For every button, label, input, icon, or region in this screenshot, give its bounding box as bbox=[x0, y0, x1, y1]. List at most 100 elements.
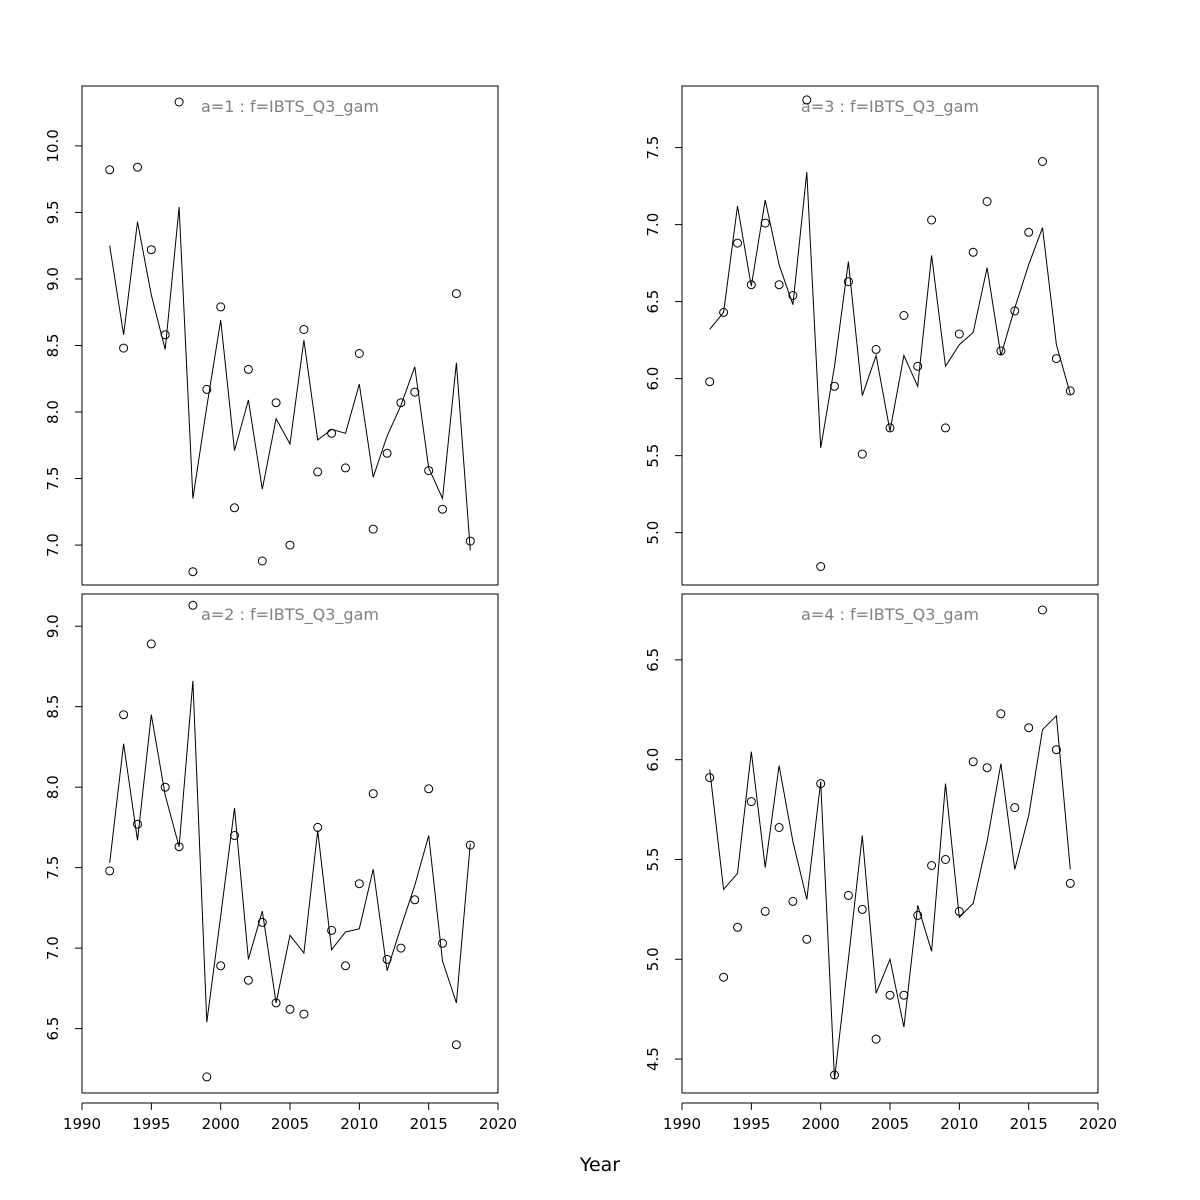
observation-point bbox=[830, 381, 839, 391]
observation-point bbox=[857, 904, 867, 914]
observation-point bbox=[299, 1009, 309, 1019]
observation-point bbox=[285, 540, 295, 550]
observation-point bbox=[913, 361, 923, 371]
panel-title: a=1 : f=IBTS_Q3_gam bbox=[201, 97, 379, 117]
observation-point bbox=[982, 763, 992, 773]
observation-point bbox=[368, 789, 378, 799]
x-axis-label: Year bbox=[579, 1154, 621, 1176]
observation-point bbox=[788, 896, 798, 906]
panel-title: a=3 : f=IBTS_Q3_gam bbox=[801, 97, 979, 117]
observation-point bbox=[271, 998, 281, 1008]
observation-point bbox=[802, 934, 812, 944]
observation-point bbox=[451, 289, 461, 299]
y-tick-label: 8.0 bbox=[44, 400, 62, 424]
x-tick-label: 2020 bbox=[479, 1115, 517, 1133]
observation-point bbox=[146, 639, 156, 649]
observation-point bbox=[341, 961, 350, 971]
observation-point bbox=[382, 448, 392, 458]
observation-point bbox=[451, 1040, 461, 1050]
y-tick-label: 6.5 bbox=[644, 290, 662, 314]
observation-point bbox=[843, 890, 853, 900]
y-tick-label: 10.0 bbox=[44, 129, 62, 162]
y-tick-label: 7.5 bbox=[644, 136, 662, 160]
observation-point bbox=[313, 822, 323, 832]
fitted-line bbox=[109, 680, 471, 1023]
observation-point bbox=[996, 709, 1006, 719]
observation-point bbox=[188, 567, 198, 577]
y-tick-label: 8.5 bbox=[44, 334, 62, 358]
y-tick-label: 6.5 bbox=[644, 648, 662, 672]
observation-point bbox=[927, 215, 937, 225]
observation-point bbox=[1051, 745, 1061, 755]
x-tick-label: 1990 bbox=[63, 1115, 101, 1133]
y-tick-label: 8.0 bbox=[44, 775, 62, 799]
x-tick-label: 2000 bbox=[802, 1115, 840, 1133]
observation-point bbox=[354, 349, 364, 358]
y-tick-label: 9.0 bbox=[44, 267, 62, 291]
observation-point bbox=[941, 855, 950, 864]
observation-point bbox=[871, 344, 881, 354]
x-tick-label: 1990 bbox=[663, 1115, 701, 1133]
observation-point bbox=[885, 423, 895, 433]
observation-point bbox=[119, 710, 129, 720]
x-tick-label: 2015 bbox=[1010, 1115, 1048, 1133]
observation-point bbox=[396, 943, 406, 953]
y-tick-label: 9.0 bbox=[44, 614, 62, 638]
observation-point bbox=[705, 377, 715, 387]
observation-point bbox=[719, 307, 729, 317]
y-tick-label: 5.0 bbox=[644, 521, 662, 545]
y-tick-label: 5.5 bbox=[644, 848, 662, 872]
y-tick-label: 4.5 bbox=[644, 1047, 662, 1071]
observation-point bbox=[257, 556, 267, 566]
observation-point bbox=[410, 387, 420, 397]
observation-point bbox=[927, 861, 937, 870]
observation-point bbox=[941, 423, 950, 433]
fitted-line bbox=[709, 172, 1071, 448]
y-tick-label: 6.0 bbox=[644, 748, 662, 772]
observation-point bbox=[788, 291, 798, 300]
plot-frame bbox=[81, 593, 499, 1094]
observation-point bbox=[133, 819, 142, 829]
observation-point bbox=[774, 280, 784, 290]
observation-point bbox=[202, 1072, 212, 1082]
observation-point bbox=[857, 449, 867, 459]
x-tick-label: 2000 bbox=[202, 1115, 240, 1133]
y-tick-label: 5.0 bbox=[644, 947, 662, 971]
plot-frame bbox=[681, 593, 1099, 1094]
panel-3: a=3 : f=IBTS_Q3_gam 5.0 5.5 6.0 6.5 7.0 7.5 bbox=[644, 85, 1099, 586]
observation-point bbox=[774, 823, 784, 832]
panel-1: a=1 : f=IBTS_Q3_gam 7.0 7.5 8.0 8.5 9.0 9.5 10.… bbox=[44, 85, 499, 586]
observation-point bbox=[760, 906, 770, 916]
y-tick-label: 7.0 bbox=[644, 213, 662, 237]
observation-point bbox=[816, 562, 826, 571]
plot-frame bbox=[81, 85, 499, 586]
observation-point bbox=[746, 797, 756, 807]
x-tick-label: 2020 bbox=[1079, 1115, 1117, 1133]
y-tick-label: 7.0 bbox=[44, 936, 62, 960]
observation-point bbox=[746, 280, 756, 290]
observation-point bbox=[230, 503, 239, 513]
observation-point bbox=[1065, 878, 1075, 888]
observation-point bbox=[982, 197, 992, 206]
observation-point bbox=[396, 398, 406, 408]
y-tick-label: 5.5 bbox=[644, 444, 662, 468]
observation-point bbox=[105, 866, 115, 876]
observation-point bbox=[1010, 803, 1020, 813]
observation-point bbox=[243, 364, 253, 374]
plot-frame bbox=[681, 85, 1099, 586]
x-tick-label: 2015 bbox=[410, 1115, 448, 1133]
observation-point bbox=[285, 1004, 295, 1014]
x-tick-label: 2005 bbox=[271, 1115, 309, 1133]
observation-point bbox=[885, 990, 895, 1000]
y-tick-label: 9.5 bbox=[44, 200, 62, 224]
observation-point bbox=[133, 162, 142, 172]
observation-point bbox=[1024, 227, 1034, 237]
observation-point bbox=[216, 961, 226, 971]
observation-point bbox=[424, 784, 434, 794]
observation-point bbox=[1038, 605, 1047, 615]
observation-point bbox=[843, 277, 853, 287]
panel-4: a=4 : f=IBTS_Q3_gam 4.5 5.0 5.5 6.0 6.5 1990 19… bbox=[644, 593, 1117, 1133]
observation-point bbox=[202, 384, 212, 394]
fitted-line bbox=[709, 714, 1071, 1080]
